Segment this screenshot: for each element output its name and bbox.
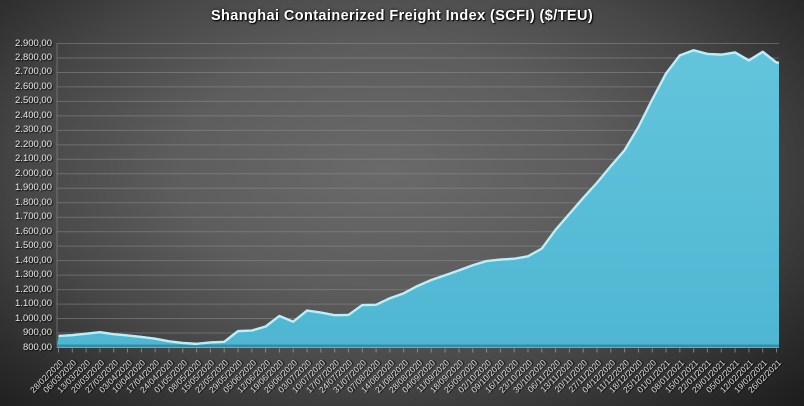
y-axis-tick-label: 1.000,00: [15, 312, 52, 324]
y-axis-tick-label: 1.600,00: [15, 225, 52, 237]
y-axis-tick-label: 800,00: [22, 341, 52, 353]
y-axis-tick-label: 1.700,00: [15, 211, 52, 223]
y-axis-tick-label: 2.400,00: [15, 109, 52, 121]
y-axis-tick-label: 1.800,00: [15, 196, 52, 208]
y-axis-tick-label: 2.500,00: [15, 95, 52, 107]
y-axis-tick-label: 2.900,00: [15, 37, 52, 49]
y-axis-tick-label: 2.300,00: [15, 124, 52, 136]
y-axis-tick-label: 2.100,00: [15, 153, 52, 165]
area-top-highlight: [58, 49, 779, 346]
y-axis-tick-label: 2.000,00: [15, 167, 52, 179]
y-axis-tick-label: 2.800,00: [15, 51, 52, 63]
y-axis-tick-label: 1.200,00: [15, 283, 52, 295]
y-axis-tick-label: 1.400,00: [15, 254, 52, 266]
y-axis-tick-label: 2.600,00: [15, 80, 52, 92]
chart-title: Shanghai Containerized Freight Index (SC…: [210, 8, 594, 24]
scfi-area-series: [57, 49, 779, 348]
y-axis-tick-label: 1.100,00: [15, 298, 52, 310]
y-axis-tick-label: 1.500,00: [15, 240, 52, 252]
y-axis-tick-label: 2.700,00: [15, 66, 52, 78]
y-axis-tick-label: 1.300,00: [15, 269, 52, 281]
y-axis-tick-label: 2.200,00: [15, 138, 52, 150]
y-axis-tick-label: 1.900,00: [15, 182, 52, 194]
y-axis-tick-label: 900,00: [22, 327, 52, 339]
